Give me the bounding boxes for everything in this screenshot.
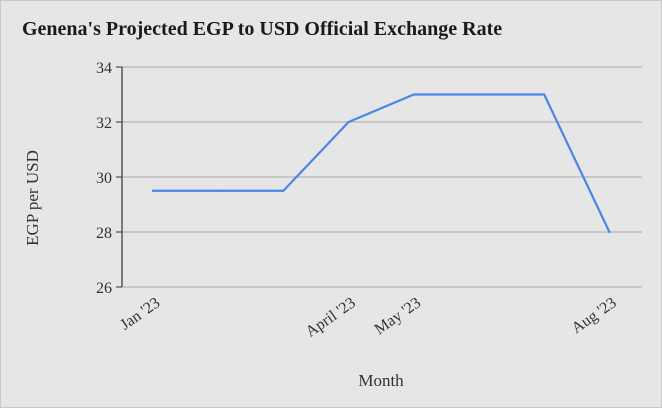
x-tick-label: Jan '23 [117,294,163,333]
series-line [151,93,611,234]
y-tick-label: 28 [96,225,112,242]
data-point [217,189,220,192]
y-tick-label: 26 [96,280,112,297]
data-point [608,230,611,234]
data-point [282,189,285,192]
data-point [412,93,415,96]
y-axis-title: EGP per USD [23,150,42,246]
x-tick-label: May '23 [372,294,425,338]
y-tick-label: 32 [96,115,112,132]
x-tick-label: April '23 [303,294,359,340]
y-tick-label: 30 [96,170,112,187]
data-point [151,189,155,192]
chart-title: Genena's Projected EGP to USD Official E… [22,18,503,40]
y-axis-ticks: 26 28 30 32 34 [96,60,122,297]
data-point [347,120,350,124]
x-axis-title: Month [358,371,404,390]
x-tick-label: Aug '23 [569,294,620,337]
data-point [543,93,546,96]
y-tick-label: 34 [96,60,112,77]
x-axis-ticks: Jan '23 April '23 May '23 Aug '23 [117,294,619,340]
gridlines [122,66,642,288]
data-point [477,93,481,96]
series [151,93,611,234]
